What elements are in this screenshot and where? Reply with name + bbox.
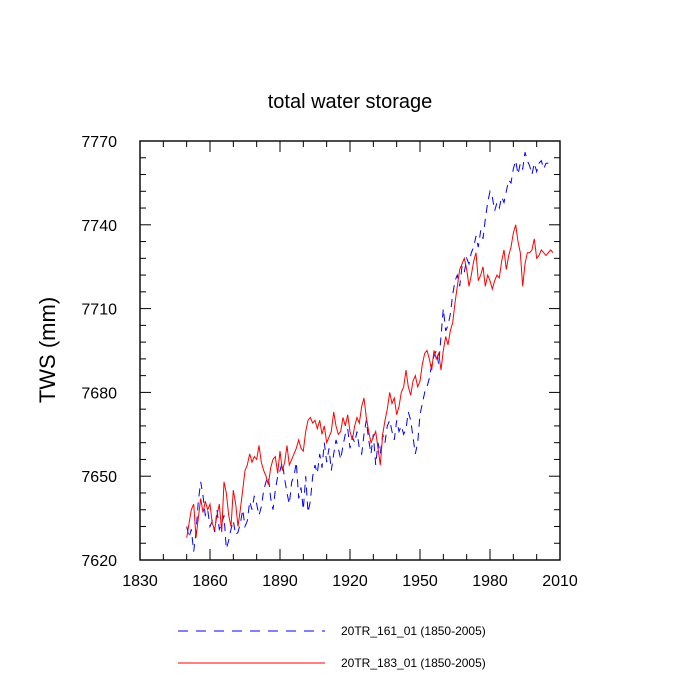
axes: 1830 1860 1890 1920 1950 1980 2010 7620 7650 7680… bbox=[81, 134, 577, 590]
y-tick-label: 7770 bbox=[81, 134, 117, 151]
x-tick-label: 1980 bbox=[472, 573, 508, 590]
y-axis-label: TWS (mm) bbox=[35, 297, 60, 403]
x-tick-label: 1860 bbox=[192, 573, 228, 590]
y-tick-label: 7680 bbox=[81, 385, 117, 402]
series-line-2 bbox=[186, 224, 554, 538]
legend-label-2: 20TR_183_01 (1850-2005) bbox=[341, 656, 486, 670]
plot-area bbox=[186, 152, 554, 552]
x-tick-label: 1890 bbox=[262, 573, 298, 590]
x-tick-label: 1950 bbox=[402, 573, 438, 590]
y-tick-label: 7740 bbox=[81, 218, 117, 235]
y-tick-label: 7620 bbox=[81, 553, 117, 570]
legend-label-1: 20TR_161_01 (1850-2005) bbox=[341, 624, 486, 638]
legend: 20TR_161_01 (1850-2005) 20TR_183_01 (1850… bbox=[178, 624, 486, 670]
y-tick-label: 7650 bbox=[81, 469, 117, 486]
y-tick-label: 7710 bbox=[81, 302, 117, 319]
series-line-1 bbox=[186, 152, 549, 552]
x-tick-label: 1830 bbox=[122, 573, 158, 590]
x-tick-label: 2010 bbox=[542, 573, 578, 590]
chart-title: total water storage bbox=[268, 91, 433, 113]
x-tick-label: 1920 bbox=[332, 573, 368, 590]
